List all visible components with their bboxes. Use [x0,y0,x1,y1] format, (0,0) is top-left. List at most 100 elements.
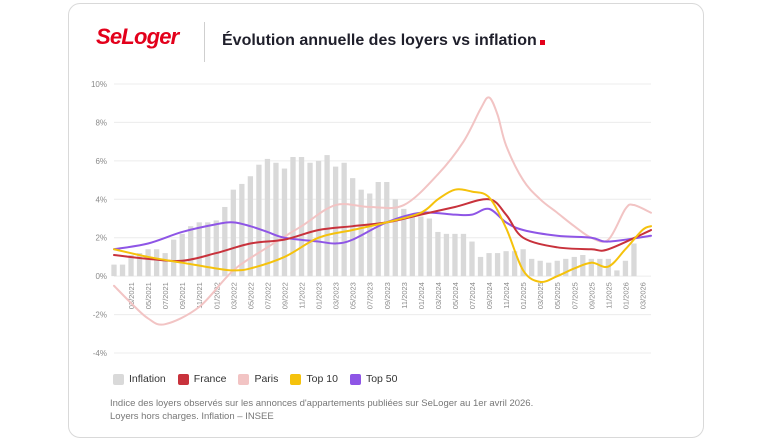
legend-label-top50: Top 50 [365,373,398,385]
inflation-bar [341,162,347,277]
legend-item-top50: Top 50 [349,373,398,385]
footnote-line-2: Loyers hors charges. Inflation – INSEE [110,411,274,422]
inflation-bar [520,249,526,277]
x-tick-label: 11/2022 [298,282,307,309]
y-tick-label: 8% [95,118,107,127]
legend-swatch-top50 [349,373,361,385]
series-line-top10 [113,188,652,284]
inflation-bar [503,251,509,277]
x-tick-label: 07/2021 [161,282,170,309]
x-tick-label: 05/2022 [246,282,255,309]
inflation-bar [290,157,296,277]
inflation-bar [222,206,228,277]
inflation-bar [631,243,637,277]
inflation-bar [614,270,620,277]
inflation-bar [332,166,339,277]
x-tick-label: 03/2021 [127,282,136,309]
inflation-bar [426,218,433,277]
inflation-bar [486,253,492,277]
inflation-bar [367,193,373,277]
header-divider [204,22,205,62]
inflation-bar [622,260,629,277]
x-tick-label: 03/2026 [638,282,647,309]
x-tick-label: 09/2021 [178,282,187,309]
inflation-bar [571,256,577,277]
inflation-bar [153,249,160,277]
x-tick-label: 07/2025 [570,282,579,309]
x-tick-label: 03/2023 [332,282,341,309]
x-tick-label: 03/2024 [434,282,443,309]
inflation-bar [460,233,467,277]
inflation-bar [128,255,134,277]
x-tick-label: 05/2024 [451,282,460,309]
inflation-bar [162,253,168,277]
inflation-bar [230,189,236,277]
legend-swatch-inflation [113,373,124,385]
inflation-bar [511,251,518,277]
inflation-bar [443,233,450,277]
inflation-bar [188,226,194,277]
y-tick-label: 10% [91,80,107,89]
inflation-bar [145,249,151,277]
x-tick-label: 11/2025 [604,282,613,309]
inflation-bar [298,157,305,277]
x-tick-label: 11/2021 [195,282,204,309]
x-tick-label: 03/2022 [229,282,238,309]
inflation-bar [477,256,484,277]
inflation-bar [213,220,219,277]
x-tick-label: 01/2023 [315,282,324,309]
x-tick-label: 09/2023 [383,282,392,309]
inflation-bar [409,216,415,277]
y-tick-label: -2% [93,311,107,320]
inflation-bar [273,162,279,277]
inflation-bar [196,222,202,277]
inflation-bar [375,181,381,277]
x-tick-label: 07/2024 [468,282,477,309]
x-tick-label: 01/2026 [621,282,630,309]
legend-item-top10: Top 10 [290,373,338,385]
inflation-bar [401,208,407,277]
inflation-bar [358,189,364,277]
y-tick-label: 4% [95,195,107,204]
inflation-bar [324,155,330,277]
inflation-bar [563,258,569,277]
x-tick-label: 07/2022 [263,282,272,309]
legend-label-france: France [193,373,227,385]
inflation-bar [537,260,543,277]
footnote: Indice des loyers observés sur les annon… [110,397,533,423]
x-tick-label: 09/2025 [587,282,596,309]
inflation-bar [136,253,143,277]
x-tick-label: 01/2024 [417,282,426,309]
y-tick-label: 6% [95,157,107,166]
inflation-bar [597,258,603,277]
legend: Inflation France Paris Top 10 Top 50 [113,373,409,385]
x-tick-label: 01/2025 [519,282,528,309]
legend-label-top10: Top 10 [306,373,338,385]
x-tick-label: 05/2025 [553,282,562,309]
inflation-bar [529,258,535,277]
y-tick-label: -4% [93,349,107,358]
x-tick-label: 11/2024 [502,282,511,309]
chart-title-text: Évolution annuelle des loyers vs inflati… [222,32,537,49]
inflation-bar [418,216,424,277]
inflation-bar [239,183,245,277]
inflation-bar [392,199,398,277]
series-line-top50 [113,207,652,251]
inflation-bar [435,231,441,277]
y-tick-label: 0% [95,272,107,281]
x-tick-label: 05/2021 [144,282,153,309]
legend-swatch-paris [238,373,250,385]
inflation-bar [111,264,117,277]
inflation-bar [546,262,552,277]
legend-label-paris: Paris [254,373,279,385]
inflation-bar [588,258,594,277]
inflation-bar [171,239,177,277]
legend-item-france: France [177,373,227,385]
x-tick-label: 03/2025 [536,282,545,309]
x-tick-label: 11/2023 [400,282,409,309]
x-tick-label: 09/2022 [280,282,289,309]
inflation-bar [469,241,475,277]
x-tick-label: 07/2023 [366,282,375,309]
inflation-bar [119,264,126,277]
